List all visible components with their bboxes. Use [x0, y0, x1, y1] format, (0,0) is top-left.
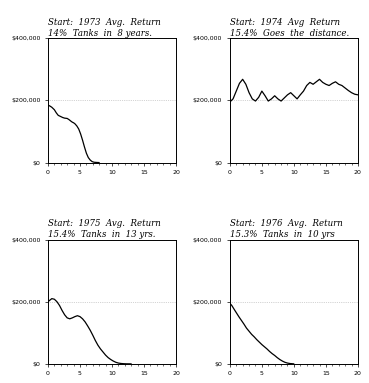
- Text: Start:  1974  Avg  Return
15.4%  Goes  the  distance.: Start: 1974 Avg Return 15.4% Goes the di…: [230, 18, 349, 38]
- Text: Start:  1973  Avg.  Return
14%  Tanks  in  8 years.: Start: 1973 Avg. Return 14% Tanks in 8 y…: [48, 18, 161, 38]
- Text: Start:  1976  Avg.  Return
15.3%  Tanks  in  10 yrs: Start: 1976 Avg. Return 15.3% Tanks in 1…: [230, 219, 342, 239]
- Text: Start:  1975  Avg.  Return
15.4%  Tanks  in  13 yrs.: Start: 1975 Avg. Return 15.4% Tanks in 1…: [48, 219, 161, 239]
